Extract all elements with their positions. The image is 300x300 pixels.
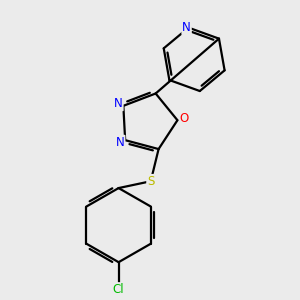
Text: N: N [116,136,124,148]
Text: S: S [147,175,154,188]
Text: O: O [180,112,189,125]
Text: N: N [182,21,191,34]
Text: Cl: Cl [113,283,124,296]
Text: N: N [114,98,123,110]
